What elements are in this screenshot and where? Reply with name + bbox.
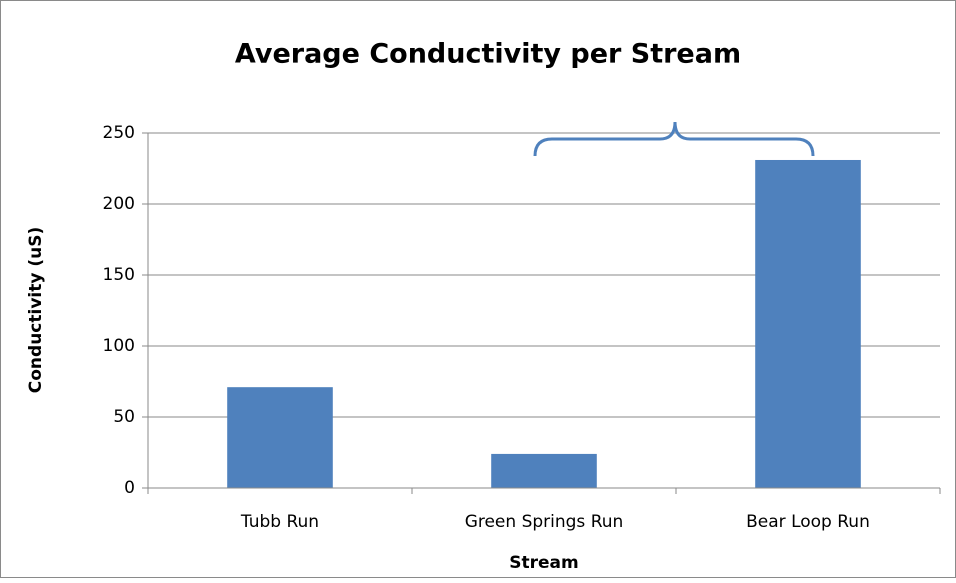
bar bbox=[227, 387, 333, 488]
x-tick-label: Green Springs Run bbox=[465, 512, 624, 532]
bar bbox=[491, 453, 597, 488]
y-tick-label: 200 bbox=[103, 194, 135, 214]
y-axis-label: Conductivity (uS) bbox=[26, 227, 46, 393]
y-tick-label: 50 bbox=[113, 407, 135, 427]
x-tick-label: Tubb Run bbox=[240, 512, 319, 532]
bar bbox=[755, 159, 861, 489]
y-tick-label: 150 bbox=[103, 265, 135, 285]
bracket bbox=[533, 121, 815, 157]
y-tick-label: 100 bbox=[103, 336, 135, 356]
x-axis-label: Stream bbox=[509, 553, 578, 573]
x-tick-label: Bear Loop Run bbox=[746, 512, 870, 532]
chart-title: Average Conductivity per Stream bbox=[235, 39, 741, 70]
y-tick-label: 0 bbox=[124, 478, 135, 498]
y-tick-label: 250 bbox=[103, 123, 135, 143]
